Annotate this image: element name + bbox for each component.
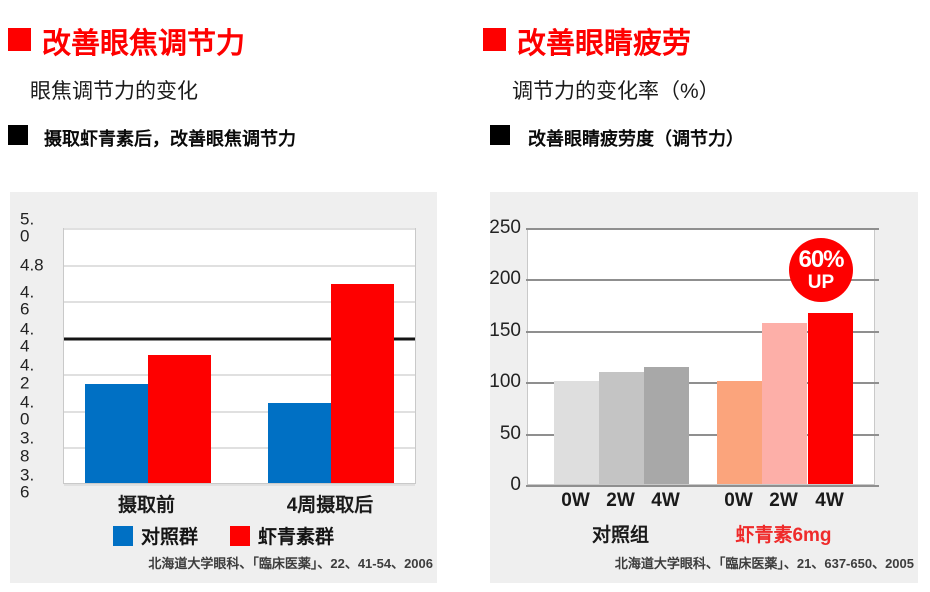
left-chart-x-axis: 摄取前 4周摄取后: [63, 490, 416, 516]
gridline: [526, 228, 879, 230]
y-tick-label: 3. 8: [20, 429, 35, 466]
y-tick-label: 4.8: [20, 254, 44, 274]
legend-item-control: 对照群: [112, 522, 198, 549]
sixty-percent-up-badge: 60% UP: [789, 238, 853, 302]
y-tick-label: 250: [489, 217, 521, 238]
gridline: [64, 264, 415, 267]
chart-bar: [599, 371, 644, 484]
x-tick-label: 摄取前: [117, 495, 176, 516]
x-tick-label: 4周摄取后: [286, 495, 374, 516]
red-square-icon: [483, 28, 506, 51]
y-tick-label: 200: [489, 268, 521, 290]
reference-line: [64, 337, 415, 341]
legend-item-astaxanthin: 虾青素群: [230, 522, 334, 549]
gridline: [64, 228, 415, 230]
y-tick-label: 4. 2: [20, 355, 35, 393]
right-chart-x-axis: 0W 2W 4W 0W 2W 4W: [527, 490, 875, 514]
chart-bar: [147, 355, 211, 483]
y-tick-label: 0: [510, 474, 521, 495]
left-chart-subtitle: 眼焦调节力的变化: [30, 80, 198, 103]
red-square-icon: [8, 28, 31, 51]
legend-label-astaxanthin: 虾青素群: [258, 527, 335, 548]
gridline: [526, 485, 879, 487]
gridline: [64, 410, 415, 413]
right-section-title: 改善眼睛疲劳: [517, 28, 692, 60]
right-chart-group-labels: 对照组 虾青素6mg: [527, 520, 875, 546]
gridline: [64, 484, 415, 486]
right-chart-source-citation: 北海道大学眼科、「臨床医薬」、21、637-650、2005: [614, 556, 914, 571]
chart-bar: [84, 384, 148, 483]
left-section-title: 改善眼焦调节力: [42, 28, 246, 60]
gridline: [526, 279, 879, 282]
x-tick-label: 0W: [724, 490, 753, 511]
gridline: [526, 382, 879, 385]
y-tick-label: 100: [489, 371, 521, 393]
left-chart-legend: 对照群 虾青素群: [10, 522, 437, 549]
chart-bar: [268, 402, 331, 483]
gridline: [64, 374, 415, 377]
y-tick-label: 150: [489, 319, 521, 341]
chart-bar: [644, 366, 689, 484]
astaxanthin-group-swatch-icon: [230, 525, 250, 546]
y-tick-label: 4. 6: [20, 282, 35, 320]
x-tick-label: 2W: [769, 490, 798, 511]
y-tick-label: 4. 4: [20, 319, 35, 356]
group-label: 虾青素6mg: [735, 525, 832, 546]
left-chart-plot-area: [63, 228, 416, 486]
left-bullet-text: 摄取虾青素后，改善眼焦调节力: [44, 129, 296, 149]
legend-label-control: 对照群: [140, 527, 198, 548]
chart-bar: [762, 322, 807, 484]
group-label: 对照组: [591, 525, 650, 546]
right-chart-subtitle: 调节力的变化率（%）: [512, 80, 720, 103]
control-group-swatch-icon: [112, 525, 133, 546]
right-chart-panel: 250 200 150 100 50 0 60% UP 0W 2W 4W 0W 2W 4W 对照组 虾…: [489, 192, 918, 583]
gridline: [64, 301, 415, 304]
left-chart-source-citation: 北海道大学眼科、「臨床医薬」、22、41-54、2006: [148, 556, 433, 571]
gridline: [64, 447, 415, 450]
black-bullet-icon: [8, 125, 28, 145]
y-tick-label: 4. 0: [20, 392, 35, 429]
left-chart-panel: 5. 0 4.8 4. 6 4. 4 4. 2 4. 0 3. 8 3. 6 摄取前 4周摄取后…: [10, 192, 437, 583]
left-chart-y-axis: 5. 0 4.8 4. 6 4. 4 4. 2 4. 0 3. 8 3. 6: [20, 211, 56, 501]
x-tick-label: 2W: [606, 490, 635, 511]
x-tick-label: 4W: [651, 490, 680, 511]
y-tick-label: 50: [499, 422, 521, 444]
right-bullet-text: 改善眼睛疲劳度（调节力）: [528, 129, 744, 149]
badge-percent-text: 60%: [798, 246, 844, 273]
chart-bar: [331, 283, 394, 483]
x-tick-label: 0W: [561, 490, 590, 511]
badge-up-text: UP: [807, 272, 835, 293]
right-chart-y-axis: 250 200 150 100 50 0: [489, 217, 521, 495]
gridline: [526, 330, 879, 333]
black-bullet-icon: [490, 125, 510, 145]
chart-bar: [808, 313, 853, 484]
chart-bar: [554, 381, 599, 484]
chart-bar: [717, 381, 762, 484]
y-tick-label: 5. 0: [20, 209, 35, 246]
y-tick-label: 3. 6: [20, 465, 35, 502]
x-tick-label: 4W: [815, 490, 844, 511]
gridline: [526, 433, 879, 436]
right-chart-plot-area: 60% UP: [526, 228, 879, 487]
